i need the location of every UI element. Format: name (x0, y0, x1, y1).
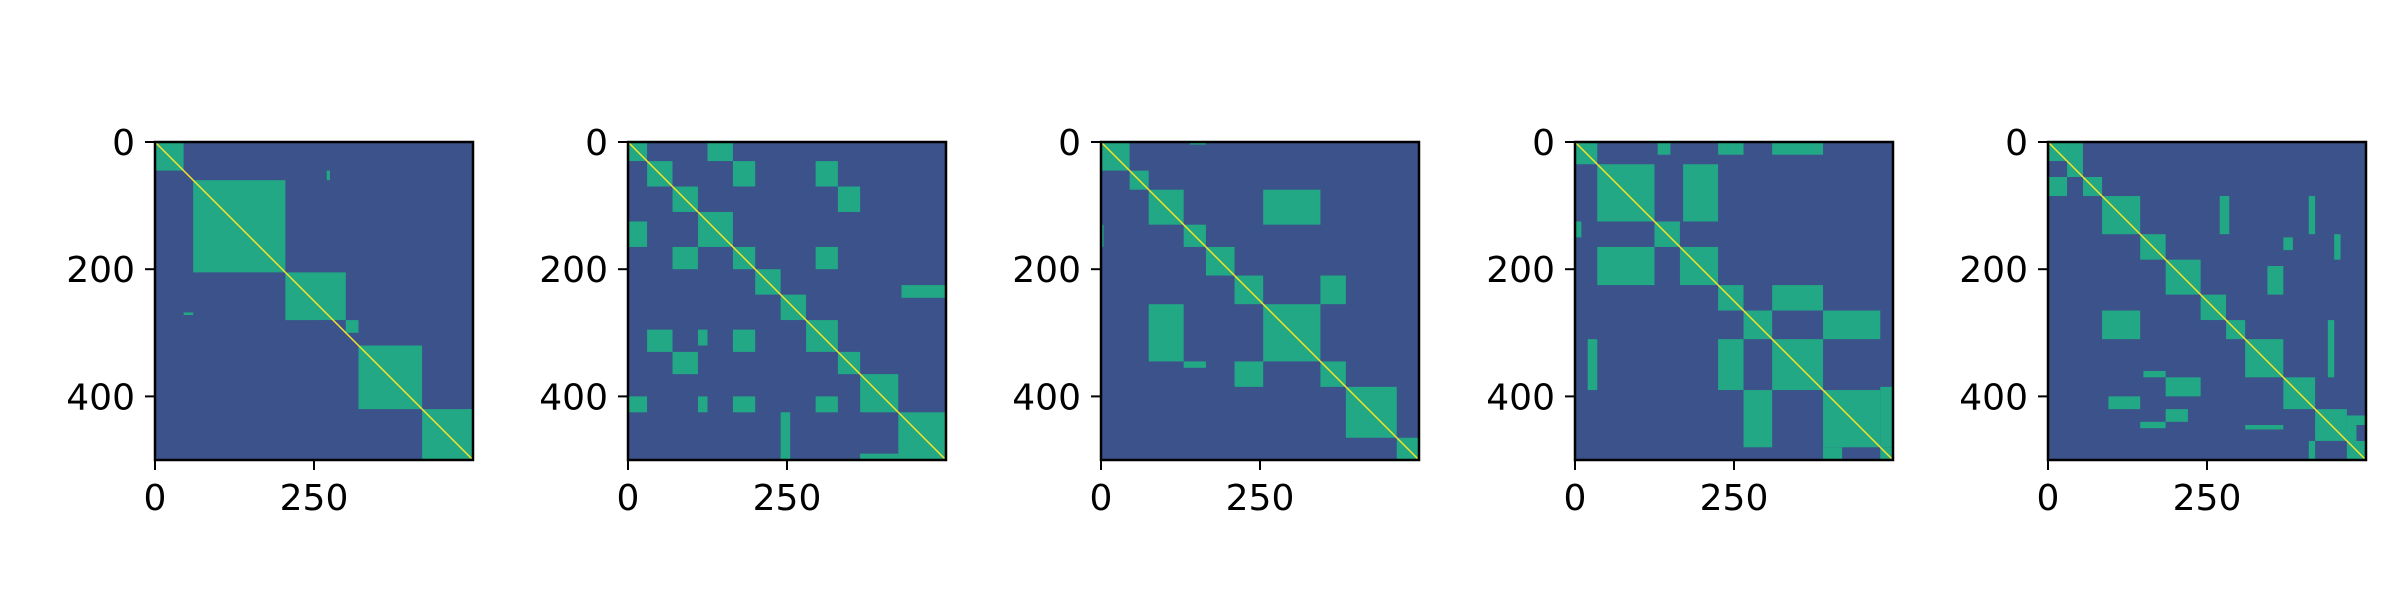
heatmap-block (815, 246, 838, 270)
y-tick-label: 0 (112, 123, 135, 164)
heatmap-block (697, 329, 708, 346)
heatmap-diagonal (154, 141, 474, 461)
heatmap-block (2245, 425, 2284, 430)
heatmap-panel-3: 0 250 0 200 400 (1012, 123, 1421, 519)
heatmap-block (860, 453, 899, 460)
heatmap-block (1657, 142, 1671, 155)
heatmap-block (2327, 320, 2335, 378)
x-tick-label: 0 (2037, 478, 2060, 519)
heatmap-block (1743, 390, 1773, 448)
x-tick-label: 250 (1700, 478, 1769, 519)
heatmap-block (732, 161, 756, 187)
heatmap-block (1823, 447, 1843, 460)
heatmap-block (732, 329, 756, 352)
heatmap-block (345, 320, 359, 333)
heatmap-block (1683, 164, 1719, 222)
heatmap-block (707, 142, 733, 162)
y-tick-label: 0 (1058, 123, 1081, 164)
y-tick-label: 200 (1486, 250, 1555, 291)
heatmap-block (2334, 234, 2341, 260)
heatmap-block (1772, 285, 1824, 311)
heatmap-block (183, 312, 194, 315)
heatmap-block (1597, 246, 1655, 286)
heatmap-block (2308, 440, 2316, 460)
x-tick-label: 0 (617, 478, 640, 519)
heatmap-block (326, 170, 330, 181)
y-tick-label: 0 (1532, 123, 1555, 164)
heatmap-block (628, 396, 648, 413)
heatmap-block (2315, 425, 2332, 432)
heatmap-diagonal (1100, 141, 1420, 461)
x-tick-label: 250 (280, 478, 349, 519)
heatmap-block (2267, 266, 2284, 295)
heatmap-block (647, 329, 673, 352)
heatmap-block (672, 351, 698, 375)
heatmap-block (815, 161, 838, 187)
heatmap-block (1772, 142, 1824, 155)
heatmap-panel-5: 0 250 0 200 400 (1959, 123, 2368, 519)
heatmap-block (1587, 339, 1598, 391)
heatmap-block (1575, 221, 1582, 238)
x-tick-label: 250 (2173, 478, 2242, 519)
heatmap-diagonal (2047, 141, 2367, 461)
y-tick-label: 200 (1012, 250, 1081, 291)
heatmap-block (672, 246, 698, 270)
y-tick-label: 400 (1959, 377, 2028, 418)
heatmap-block (780, 412, 791, 460)
heatmap-block (1183, 361, 1206, 368)
heatmap-panel-4: 0 250 0 200 400 (1486, 123, 1895, 519)
heatmap-block (837, 186, 861, 212)
y-tick-label: 200 (539, 250, 608, 291)
y-tick-label: 400 (1486, 377, 1555, 418)
heatmap-block (2308, 196, 2316, 235)
heatmap-block (2219, 196, 2230, 235)
heatmap-block (1190, 142, 1206, 145)
y-tick-label: 0 (2005, 123, 2028, 164)
heatmap-block (1234, 361, 1264, 387)
x-tick-label: 250 (753, 478, 822, 519)
heatmap-block (2346, 425, 2357, 460)
heatmap-block (1718, 142, 1744, 155)
heatmap-block (1320, 275, 1346, 305)
heatmap-block (901, 285, 946, 298)
heatmap-block (1880, 386, 1893, 448)
heatmap-block (2102, 310, 2141, 340)
heatmap-panel-1: 0 250 0 200 400 (66, 123, 475, 519)
heatmap-block (1823, 310, 1881, 340)
heatmap-diagonal (1574, 141, 1894, 461)
y-tick-label: 400 (539, 377, 608, 418)
x-tick-label: 0 (144, 478, 167, 519)
heatmap-block (2140, 421, 2166, 429)
y-tick-label: 400 (1012, 377, 1081, 418)
heatmap-block (732, 396, 756, 413)
y-tick-label: 200 (1959, 250, 2028, 291)
heatmap-block (2143, 370, 2166, 378)
heatmap-diagonal (627, 141, 947, 461)
heatmap-panel-2: 0 250 0 200 400 (539, 123, 948, 519)
x-tick-label: 250 (1226, 478, 1295, 519)
heatmap-block (2067, 142, 2083, 162)
heatmap-block (2346, 415, 2366, 426)
x-tick-label: 0 (1564, 478, 1587, 519)
heatmap-block (628, 221, 648, 247)
heatmap-block (815, 396, 838, 413)
heatmap-block (2165, 377, 2201, 397)
y-tick-label: 200 (66, 250, 135, 291)
heatmap-block (1148, 304, 1184, 362)
heatmap-block (2048, 176, 2068, 197)
x-tick-label: 0 (1090, 478, 1113, 519)
heatmap-block (285, 285, 314, 321)
heatmap-block (2165, 409, 2188, 422)
heatmap-block (697, 396, 708, 413)
y-tick-label: 0 (585, 123, 608, 164)
heatmap-block (2108, 396, 2141, 410)
y-tick-label: 400 (66, 377, 135, 418)
heatmap-block (1101, 224, 1104, 247)
heatmap-block (2283, 237, 2293, 251)
heatmap-block (1263, 189, 1321, 225)
heatmap-block (1718, 339, 1744, 391)
